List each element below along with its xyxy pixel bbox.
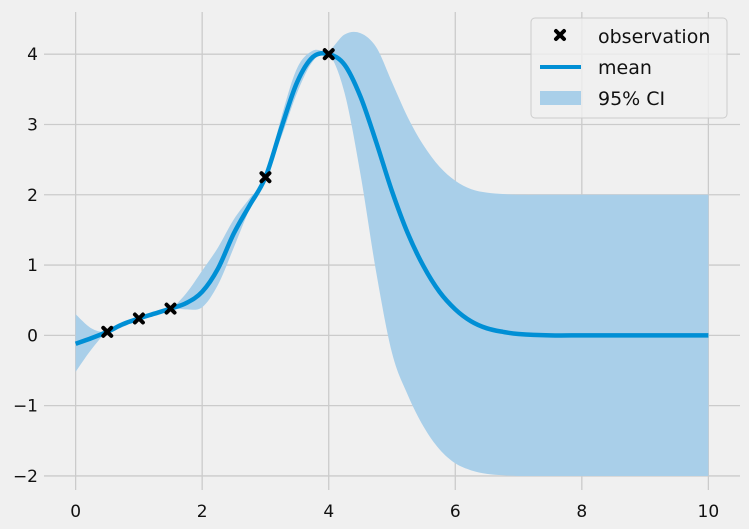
legend-entry-ci: 95% CI — [540, 88, 665, 110]
y-tick-label: 0 — [27, 326, 38, 346]
x-tick-label: 4 — [323, 502, 334, 522]
x-tick-label: 2 — [197, 502, 208, 522]
legend: observation mean 95% CI — [530, 17, 728, 119]
y-tick-label: 2 — [27, 186, 38, 206]
ci-band — [75, 31, 709, 476]
ci-patch-icon — [540, 91, 581, 105]
observation-point — [164, 302, 177, 315]
x-tick-label: 0 — [70, 502, 81, 522]
x-tick-label: 10 — [698, 502, 720, 522]
y-tick-label: −2 — [13, 467, 38, 487]
legend-entry-mean: mean — [540, 57, 652, 79]
y-tick-label: 1 — [27, 256, 38, 276]
mean-line-layer — [74, 51, 709, 346]
observation-point — [101, 325, 114, 338]
observation-point — [322, 48, 335, 61]
observation-point — [259, 171, 272, 184]
y-tick-label: −1 — [13, 397, 38, 417]
legend-label-observation: observation — [598, 26, 710, 48]
observation-marker-icon — [554, 29, 566, 41]
mean-line — [74, 51, 709, 346]
x-tick-label: 6 — [450, 502, 461, 522]
legend-label-mean: mean — [598, 57, 652, 79]
legend-label-ci: 95% CI — [598, 88, 665, 110]
ci-band-layer — [75, 31, 709, 476]
observation-point — [132, 312, 145, 325]
observation-points-layer — [101, 48, 335, 338]
y-tick-label: 3 — [27, 115, 38, 135]
legend-entry-observation: observation — [554, 26, 710, 48]
y-tick-label: 4 — [27, 45, 38, 65]
x-tick-label: 8 — [576, 502, 587, 522]
tick-labels: 0 2 4 6 8 10 −2 −1 0 1 2 3 4 — [13, 45, 719, 522]
